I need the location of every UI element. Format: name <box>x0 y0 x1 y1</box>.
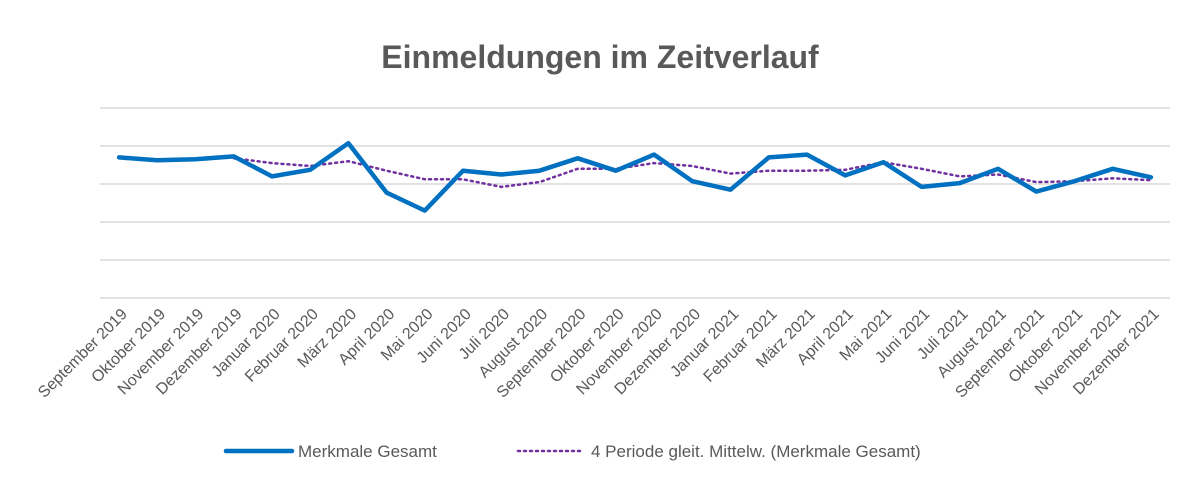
moving-average-line <box>232 157 1153 189</box>
legend: Merkmale Gesamt 4 Periode gleit. Mittelw.… <box>223 442 921 461</box>
series-group <box>116 140 1154 213</box>
legend-label-merkmale-gesamt: Merkmale Gesamt <box>298 442 437 461</box>
merkmale-gesamt-line <box>116 140 1154 213</box>
gridlines <box>100 107 1170 299</box>
chart-title: Einmeldungen im Zeitverlauf <box>381 39 819 75</box>
legend-label-moving-average: 4 Periode gleit. Mittelw. (Merkmale Gesa… <box>591 442 921 461</box>
